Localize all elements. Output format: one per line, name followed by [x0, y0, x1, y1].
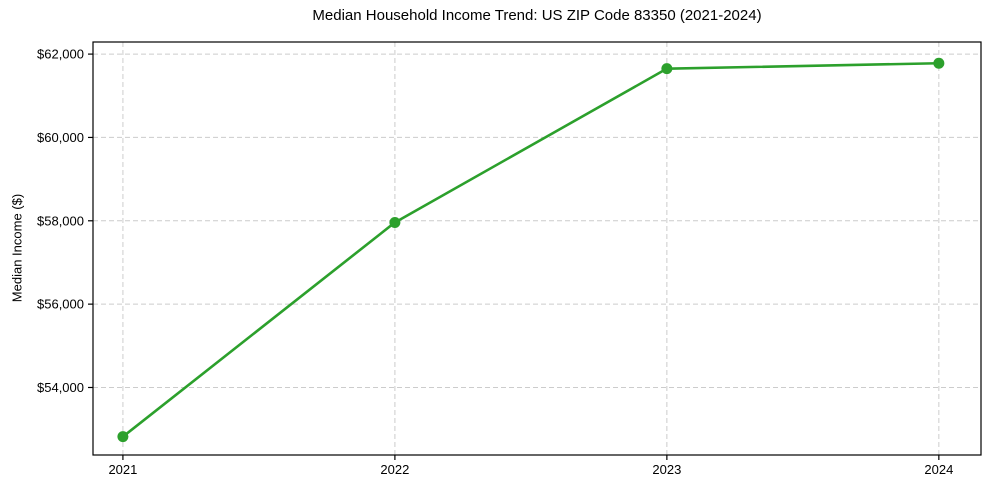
chart-title: Median Household Income Trend: US ZIP Co…	[312, 7, 762, 24]
x-tick-label: 2022	[380, 462, 409, 477]
y-tick-label: $56,000	[37, 297, 84, 312]
y-tick-label: $60,000	[37, 130, 84, 145]
x-tick-label: 2024	[924, 462, 953, 477]
y-tick-label: $62,000	[37, 47, 84, 62]
y-tick-label: $54,000	[37, 380, 84, 395]
data-point-2024	[933, 57, 945, 69]
data-point-2021	[117, 431, 129, 443]
x-tick-label: 2023	[652, 462, 681, 477]
data-point-2022	[389, 216, 401, 228]
data-point-2023	[661, 63, 673, 75]
axes-border	[92, 41, 982, 456]
trend-line	[121, 61, 941, 438]
y-tick-label: $58,000	[37, 213, 84, 228]
x-tick-label: 2021	[108, 462, 137, 477]
